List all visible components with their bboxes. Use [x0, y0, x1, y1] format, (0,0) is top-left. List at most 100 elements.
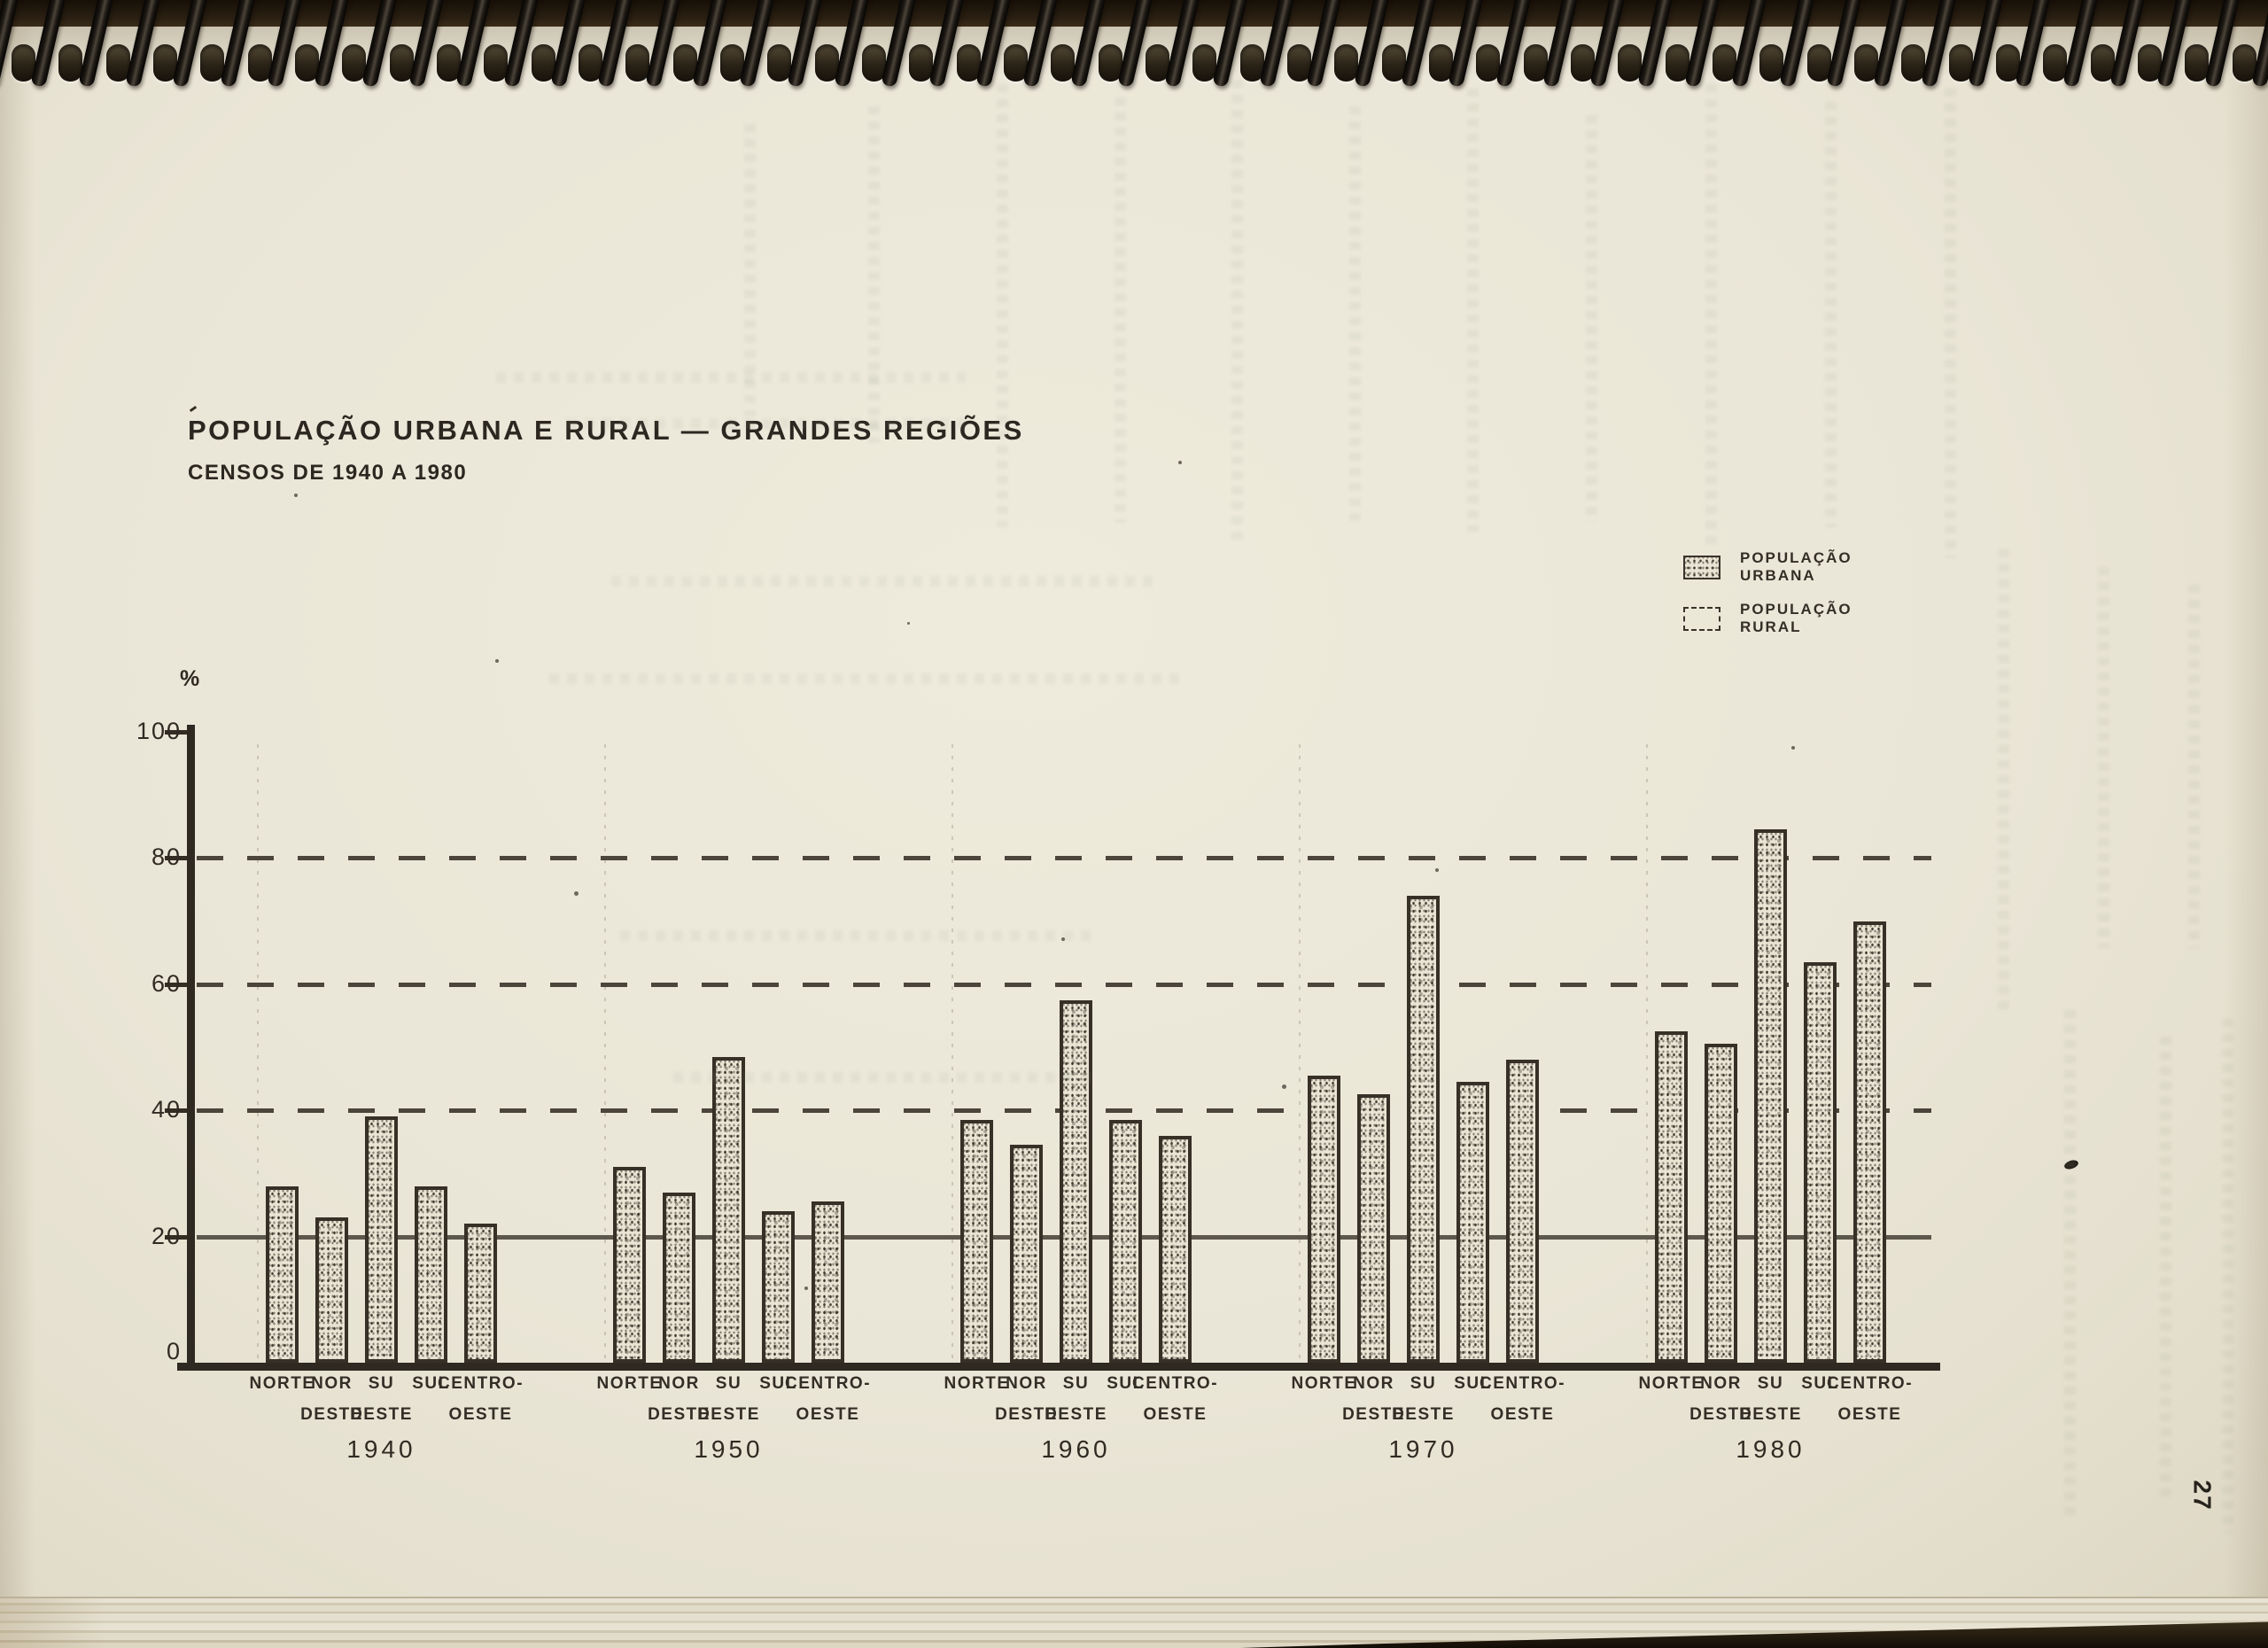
bar-1970-norte: [1308, 1076, 1340, 1363]
bleed-through-artifact: [1945, 89, 1956, 558]
y-tick-100: [165, 730, 191, 735]
bar-1940-su: [365, 1116, 398, 1363]
x-label-1980-1-line2: DESTE: [1689, 1405, 1752, 1424]
x-label-1980-4-line1: CENTRO-: [1826, 1374, 1914, 1393]
scan-guide-line: [604, 744, 606, 1363]
dust-speck: [1282, 1084, 1286, 1089]
bar-1980-sul: [1804, 962, 1837, 1363]
x-label-1950-2-line1: SU: [715, 1374, 742, 1393]
bleed-through-artifact: [611, 576, 1161, 587]
binding-hole: [1051, 44, 1076, 82]
bleed-through-artifact: [2064, 1010, 2076, 1515]
x-label-1970-2-line1: SU: [1410, 1374, 1437, 1393]
bar-1960-centro: [1159, 1136, 1192, 1363]
legend-item-rural: POPULAÇÃO RURAL: [1683, 601, 1852, 636]
binding-hole: [105, 44, 130, 82]
bar-1960-nor: [1010, 1145, 1043, 1363]
bar-1970-su: [1407, 896, 1440, 1363]
dust-speck: [1791, 746, 1795, 750]
bleed-through-artifact: [1349, 106, 1361, 523]
x-label-1960-1-line2: DESTE: [995, 1405, 1058, 1424]
bleed-through-artifact: [2160, 1037, 2171, 1497]
bleed-through-artifact: [1115, 97, 1126, 523]
binding-hole: [2090, 44, 2115, 82]
bar-1960-su: [1060, 1000, 1092, 1363]
x-label-1970-3-line1: SUL: [1454, 1374, 1492, 1393]
x-label-1950-4-line1: CENTRO-: [784, 1374, 872, 1393]
x-label-1970-4-line1: CENTRO-: [1479, 1374, 1566, 1393]
legend-label-urban: POPULAÇÃO URBANA: [1740, 549, 1852, 584]
binding-hole: [1618, 44, 1643, 82]
bleed-through-artifact: [567, 418, 966, 429]
urban-swatch-icon: [1683, 555, 1720, 579]
binding-hole: [1759, 44, 1784, 82]
bleed-through-artifact: [2222, 1019, 2233, 1533]
x-label-1960-4-line1: CENTRO-: [1131, 1374, 1219, 1393]
bleed-through-artifact: [549, 673, 1187, 684]
y-tick-60: [165, 982, 191, 987]
binding-hole: [672, 44, 697, 82]
bar-1960-sul: [1109, 1120, 1142, 1363]
y-tick-80: [165, 856, 191, 861]
bleed-through-artifact: [1705, 84, 1717, 545]
bar-1950-norte: [613, 1167, 646, 1363]
x-label-1950-2-line2: DESTE: [697, 1405, 760, 1424]
dust-speck: [1061, 937, 1065, 941]
bar-1950-su: [712, 1057, 745, 1363]
bleed-through-artifact: [2098, 567, 2109, 948]
bar-1970-nor: [1357, 1094, 1390, 1363]
scan-guide-line: [257, 744, 259, 1363]
binding-hole: [1192, 44, 1217, 82]
y-tick-label-20: 20: [151, 1222, 182, 1249]
binding-hole: [1806, 44, 1831, 82]
x-axis-line: [177, 1363, 1940, 1371]
binding-hole: [1476, 44, 1501, 82]
x-label-1980-0-line1: NORTE: [1638, 1374, 1705, 1393]
x-label-1940-1-line1: NOR: [311, 1374, 353, 1393]
x-label-1940-3-line1: SUL: [412, 1374, 450, 1393]
y-tick-label-40: 40: [151, 1096, 182, 1123]
binding-hole: [247, 44, 272, 82]
binding-hole: [1948, 44, 1973, 82]
bleed-through-artifact: [620, 930, 1099, 941]
binding-hole: [814, 44, 839, 82]
bleed-through-artifact: [1586, 115, 1597, 523]
bleed-through-artifact: [2188, 585, 2200, 948]
y-tick-40: [165, 1108, 191, 1114]
bar-1970-centro: [1506, 1060, 1539, 1363]
x-label-1970-1-line2: DESTE: [1342, 1405, 1405, 1424]
x-label-1980-3-line1: SUL: [1801, 1374, 1839, 1393]
y-tick-label-60: 60: [151, 969, 182, 997]
binding-hole: [531, 44, 555, 82]
x-label-1970-0-line1: NORTE: [1291, 1374, 1357, 1393]
dust-speck: [495, 659, 499, 663]
dust-speck: [1178, 461, 1182, 464]
bar-1950-centro: [812, 1201, 844, 1363]
year-label-1960: 1960: [1041, 1435, 1111, 1463]
binding-hole: [1239, 44, 1264, 82]
bleed-through-artifact: [496, 372, 966, 383]
x-label-1960-2-line1: SU: [1062, 1374, 1090, 1393]
year-label-1970: 1970: [1388, 1435, 1458, 1463]
binding-hole: [200, 44, 225, 82]
x-label-1950-1-line2: DESTE: [648, 1405, 711, 1424]
y-axis-unit-label: %: [180, 666, 200, 691]
dust-speck: [907, 622, 910, 625]
bar-1940-sul: [415, 1186, 447, 1363]
binding-hole: [2043, 44, 2068, 82]
scan-guide-line: [1299, 744, 1301, 1363]
x-label-1980-2-line2: DESTE: [1739, 1405, 1802, 1424]
bar-1960-norte: [960, 1120, 993, 1363]
x-label-1960-2-line2: DESTE: [1045, 1405, 1107, 1424]
bar-1970-sul: [1456, 1082, 1489, 1363]
bar-1940-nor: [315, 1217, 348, 1363]
binding-hole: [1098, 44, 1122, 82]
dust-speck: [804, 1287, 808, 1290]
binding-hole: [1665, 44, 1689, 82]
bleed-through-artifact: [1825, 102, 1837, 527]
x-label-1940-2-line2: DESTE: [350, 1405, 413, 1424]
binding-hole: [1334, 44, 1359, 82]
dust-speck: [1435, 868, 1439, 872]
binding-hole: [625, 44, 650, 82]
